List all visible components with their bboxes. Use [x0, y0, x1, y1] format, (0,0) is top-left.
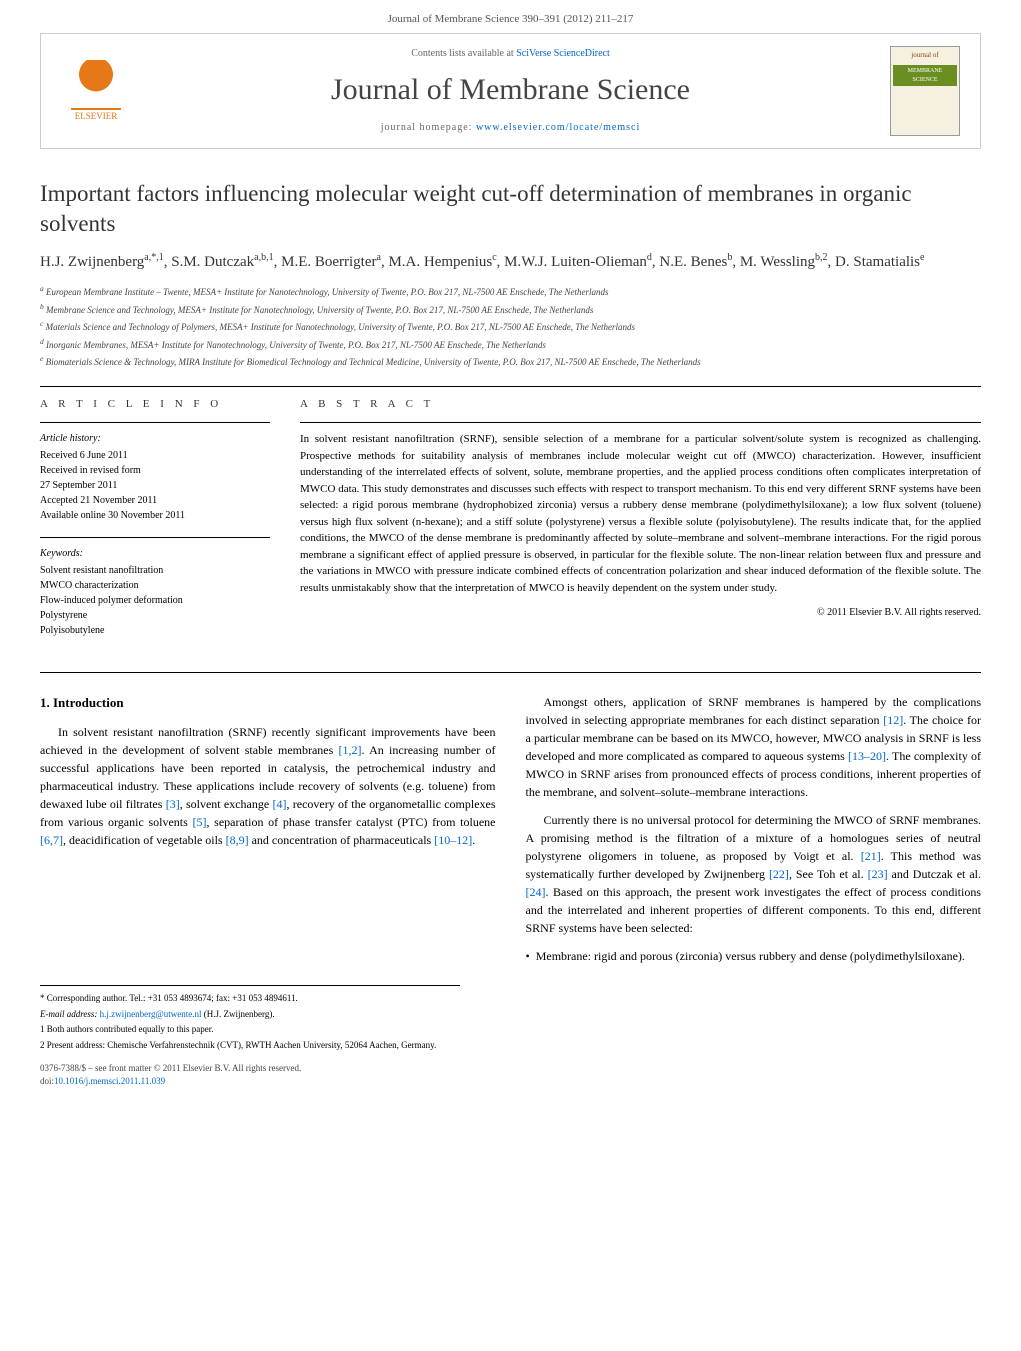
footnote-email: E-mail address: h.j.zwijnenberg@utwente.…: [40, 1008, 460, 1022]
history-line: Received in revised form: [40, 463, 270, 478]
footnote-corr: * Corresponding author. Tel.: +31 053 48…: [40, 992, 460, 1006]
ref-23[interactable]: [23]: [868, 867, 888, 881]
keyword-line: Flow-induced polymer deformation: [40, 593, 270, 608]
p3-end: . Based on this approach, the present wo…: [526, 885, 982, 935]
footnote-1: 1 Both authors contributed equally to th…: [40, 1023, 460, 1037]
divider-bottom: [40, 672, 981, 673]
intro-heading: 1. Introduction: [40, 693, 496, 713]
info-abstract-row: A R T I C L E I N F O Article history: R…: [40, 397, 981, 652]
ref-5[interactable]: [5]: [192, 815, 206, 829]
footer-doi: doi:10.1016/j.memsci.2011.11.039: [40, 1075, 981, 1088]
article-title: Important factors influencing molecular …: [40, 179, 981, 239]
article-info: A R T I C L E I N F O Article history: R…: [40, 397, 270, 652]
journal-name: Journal of Membrane Science: [131, 69, 890, 111]
email-link[interactable]: h.j.zwijnenberg@utwente.nl: [100, 1009, 202, 1019]
abstract-text: In solvent resistant nanofiltration (SRN…: [300, 431, 981, 596]
ref-24[interactable]: [24]: [526, 885, 546, 899]
affiliation-line: e Biomaterials Science & Technology, MIR…: [40, 353, 981, 370]
intro-para-1: In solvent resistant nanofiltration (SRN…: [40, 723, 496, 849]
email-label: E-mail address:: [40, 1009, 100, 1019]
article-info-label: A R T I C L E I N F O: [40, 397, 270, 412]
elsevier-logo: ELSEVIER: [61, 51, 131, 131]
p1-end: .: [472, 833, 475, 847]
keyword-line: Solvent resistant nanofiltration: [40, 563, 270, 578]
cover-title: MEMBRANE SCIENCE: [893, 65, 957, 86]
history-heading: Article history:: [40, 431, 270, 446]
history-line: 27 September 2011: [40, 478, 270, 493]
bullet-icon: •: [526, 947, 530, 965]
footnotes: * Corresponding author. Tel.: +31 053 48…: [40, 985, 460, 1052]
divider-top: [40, 386, 981, 387]
homepage-prefix: journal homepage:: [381, 122, 476, 133]
doi-label: doi:: [40, 1076, 54, 1086]
authors: H.J. Zwijnenberga,*,1, S.M. Dutczaka,b,1…: [40, 251, 981, 273]
journal-header-box: ELSEVIER Contents lists available at Sci…: [40, 33, 981, 149]
keyword-line: MWCO characterization: [40, 578, 270, 593]
ref-22[interactable]: [22]: [769, 867, 789, 881]
email-suffix: (H.J. Zwijnenberg).: [202, 1009, 275, 1019]
keyword-line: Polystyrene: [40, 608, 270, 623]
ref-10-12[interactable]: [10–12]: [434, 833, 472, 847]
keyword-line: Polyisobutylene: [40, 623, 270, 638]
ref-1-2[interactable]: [1,2]: [339, 743, 362, 757]
intro-para-2: Amongst others, application of SRNF memb…: [526, 693, 982, 801]
homepage-line: journal homepage: www.elsevier.com/locat…: [131, 121, 890, 135]
keywords-block: Keywords: Solvent resistant nanofiltrati…: [40, 546, 270, 638]
p3-m2: , See Toh et al.: [789, 867, 868, 881]
intro-para-3: Currently there is no universal protocol…: [526, 811, 982, 937]
ref-4[interactable]: [4]: [272, 797, 286, 811]
history-line: Accepted 21 November 2011: [40, 493, 270, 508]
page-header: Journal of Membrane Science 390–391 (201…: [0, 0, 1021, 33]
ref-13-20[interactable]: [13–20]: [848, 749, 886, 763]
bullet-item: • Membrane: rigid and porous (zirconia) …: [526, 947, 982, 965]
affiliation-line: d Inorganic Membranes, MESA+ Institute f…: [40, 336, 981, 353]
affiliations: a European Membrane Institute – Twente, …: [40, 283, 981, 370]
abstract-label: A B S T R A C T: [300, 397, 981, 412]
ref-12[interactable]: [12]: [883, 713, 903, 727]
history-line: Received 6 June 2011: [40, 448, 270, 463]
p3-m3: and Dutczak et al.: [888, 867, 981, 881]
ref-8-9[interactable]: [8,9]: [226, 833, 249, 847]
abstract: A B S T R A C T In solvent resistant nan…: [300, 397, 981, 652]
ref-3[interactable]: [3]: [166, 797, 180, 811]
affiliation-line: a European Membrane Institute – Twente, …: [40, 283, 981, 300]
main-columns: 1. Introduction In solvent resistant nan…: [40, 693, 981, 965]
header-center: Contents lists available at SciVerse Sci…: [131, 47, 890, 135]
footnote-2: 2 Present address: Chemische Verfahrenst…: [40, 1039, 460, 1053]
footer: 0376-7388/$ – see front matter © 2011 El…: [40, 1062, 981, 1087]
abstract-copyright: © 2011 Elsevier B.V. All rights reserved…: [300, 606, 981, 620]
p1-m4: , separation of phase transfer catalyst …: [206, 815, 495, 829]
p1-m6: and concentration of pharmaceuticals: [249, 833, 435, 847]
footer-line1: 0376-7388/$ – see front matter © 2011 El…: [40, 1062, 981, 1075]
ref-6-7[interactable]: [6,7]: [40, 833, 63, 847]
history-line: Available online 30 November 2011: [40, 508, 270, 523]
p1-m5: , deacidification of vegetable oils: [63, 833, 226, 847]
journal-cover-thumbnail: journal of MEMBRANE SCIENCE: [890, 46, 960, 136]
affiliation-line: b Membrane Science and Technology, MESA+…: [40, 301, 981, 318]
abstract-divider: [300, 422, 981, 423]
contents-line: Contents lists available at SciVerse Sci…: [131, 47, 890, 61]
contents-prefix: Contents lists available at: [411, 48, 516, 59]
p1-m2: , solvent exchange: [180, 797, 273, 811]
keywords-heading: Keywords:: [40, 546, 270, 561]
homepage-link[interactable]: www.elsevier.com/locate/memsci: [476, 122, 640, 133]
bullet-text: Membrane: rigid and porous (zirconia) ve…: [536, 947, 965, 965]
doi-link[interactable]: 10.1016/j.memsci.2011.11.039: [54, 1076, 165, 1086]
affiliation-line: c Materials Science and Technology of Po…: [40, 318, 981, 335]
column-left: 1. Introduction In solvent resistant nan…: [40, 693, 496, 965]
article-history: Article history: Received 6 June 2011Rec…: [40, 431, 270, 523]
sciencedirect-link[interactable]: SciVerse ScienceDirect: [516, 48, 610, 59]
column-right: Amongst others, application of SRNF memb…: [526, 693, 982, 965]
cover-top: journal of: [893, 51, 957, 61]
info-divider-2: [40, 537, 270, 538]
info-divider-1: [40, 422, 270, 423]
elsevier-tree-icon: [71, 60, 121, 110]
ref-21[interactable]: [21]: [861, 849, 881, 863]
elsevier-label: ELSEVIER: [75, 110, 118, 123]
